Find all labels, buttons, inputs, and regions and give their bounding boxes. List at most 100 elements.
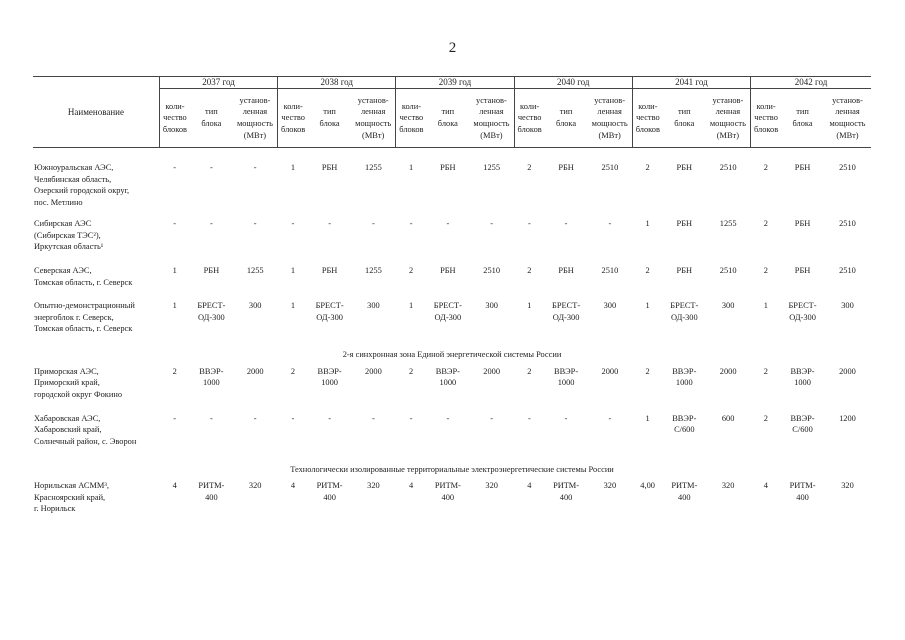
unit-type-cell: БРЕСТ- ОД-300 <box>197 301 226 322</box>
capacity-cell: 600 <box>721 413 735 423</box>
capacity-cell: 2510 <box>719 163 737 172</box>
unit-count-cell: 2 <box>527 163 532 172</box>
capacity-cell: 300 <box>367 301 380 310</box>
unit-count-cell: 1 <box>290 163 295 172</box>
unit-type-cell: ВВЭР- 1000 <box>790 366 815 388</box>
unit-count-cell: 1 <box>172 301 177 310</box>
unit-count-cell: 4 <box>763 481 768 491</box>
unit-type-cell: - <box>328 219 331 228</box>
type-subheader: тип блока <box>781 88 824 148</box>
unit-count-cell: 4 <box>527 481 532 491</box>
capacity-cell: - <box>608 413 612 423</box>
power-subheader: установ-ленная мощность (МВт) <box>587 88 633 148</box>
unit-count-cell: 2 <box>290 366 295 376</box>
unit-type-cell: РИТМ- 400 <box>434 481 461 502</box>
capacity-cell: 2510 <box>601 163 619 172</box>
capacity-cell: 320 <box>248 481 262 491</box>
capacity-cell: 2510 <box>839 266 856 275</box>
unit-count-cell: 2 <box>763 163 768 172</box>
capacity-cell: 2510 <box>719 266 737 275</box>
capacity-cell: 1255 <box>719 219 737 228</box>
capacity-cell: 320 <box>841 481 854 491</box>
capacity-cell: 320 <box>721 481 735 491</box>
capacity-cell: 300 <box>603 301 617 310</box>
unit-count-cell: 2 <box>763 219 768 228</box>
type-subheader: тип блока <box>662 88 706 148</box>
year-header: 2039 год <box>395 76 515 89</box>
unit-count-cell: 2 <box>763 413 768 423</box>
spacer-row <box>33 148 871 163</box>
capacity-cell: 2510 <box>483 266 501 275</box>
capacity-cell: - <box>253 413 257 423</box>
type-subheader: тип блока <box>544 88 588 148</box>
unit-type-cell: РИТМ- 400 <box>198 481 225 502</box>
capacity-cell: 300 <box>248 301 262 310</box>
capacity-cell: 300 <box>841 301 854 310</box>
capacity-cell: 320 <box>485 481 498 491</box>
unit-type-cell: БРЕСТ- ОД-300 <box>433 301 462 322</box>
capacity-cell: 2000 <box>601 366 619 376</box>
unit-count-cell: 2 <box>172 366 177 376</box>
type-subheader: тип блока <box>426 88 470 148</box>
unit-type-cell: РБН <box>676 219 693 228</box>
capacity-cell: - <box>372 219 375 228</box>
power-subheader: установ-ленная мощность (МВт) <box>469 88 515 148</box>
unit-count-cell: 1 <box>645 413 650 423</box>
unit-count-cell: 1 <box>645 219 650 228</box>
capacity-cell: 1255 <box>365 163 382 172</box>
capacity-cell: 2510 <box>839 163 856 172</box>
unit-count-cell: 2 <box>645 266 650 275</box>
capacity-cell: 1255 <box>246 266 264 275</box>
unit-type-cell: РИТМ- 400 <box>671 481 698 502</box>
unit-type-cell: ВВЭР- 1000 <box>553 366 579 388</box>
count-subheader: коли-чество блоков <box>750 88 782 148</box>
unit-type-cell: РБН <box>794 163 811 172</box>
unit-type-cell: РБН <box>794 219 811 228</box>
unit-type-cell: - <box>209 219 213 228</box>
year-header: 2042 год <box>750 76 871 89</box>
unit-count-cell: 2 <box>409 266 414 275</box>
unit-type-cell: РБН <box>440 163 456 172</box>
unit-type-cell: - <box>564 219 568 228</box>
capacity-cell: 2510 <box>839 219 856 228</box>
plant-row: Южноуральская АЭС, Челябинская область, Оз… <box>33 162 871 218</box>
count-subheader: коли-чество блоков <box>395 88 427 148</box>
unit-type-cell: - <box>209 163 213 172</box>
unit-count-cell: 2 <box>763 266 768 275</box>
subheader-row: коли-чество блоков тип блока установ-ленная м… <box>33 88 871 148</box>
unit-type-cell: БРЕСТ- ОД-300 <box>315 301 344 322</box>
type-subheader: тип блока <box>189 88 233 148</box>
unit-type-cell: РИТМ- 400 <box>789 481 816 502</box>
count-subheader: коли-чество блоков <box>631 88 663 148</box>
capacity-cell: 1200 <box>839 413 856 423</box>
section-header-row: 2-я синхронная зона Единой энергетическо… <box>33 345 871 366</box>
plant-name: Южноуральская АЭС, Челябинская область, Оз… <box>34 163 130 207</box>
unit-count-cell: 4 <box>290 481 295 491</box>
year-header-row: Наименование 2037 год 2038 год 2039 год 204… <box>33 76 871 148</box>
unit-type-cell: РБН <box>321 163 338 172</box>
unit-count-cell: 1 <box>409 163 414 172</box>
unit-count-cell: - <box>409 413 413 423</box>
count-subheader: коли-чество блоков <box>277 88 309 148</box>
unit-count-cell: 4,00 <box>640 481 655 491</box>
unit-count-cell: 1 <box>645 301 650 310</box>
capacity-cell: 2000 <box>839 366 856 376</box>
unit-count-cell: - <box>409 219 413 228</box>
unit-type-cell: РИТМ- 400 <box>316 481 343 502</box>
power-subheader: установ-ленная мощность (МВт) <box>823 88 871 148</box>
unit-count-cell: - <box>527 413 531 423</box>
unit-type-cell: РБН <box>440 266 456 275</box>
plant-row: Опытно-демонстрационный энергоблок г. Сев… <box>33 300 871 345</box>
unit-type-cell: РБН <box>558 266 574 275</box>
plant-name: Норильская АСММ³, Красноярский край, г. Но… <box>34 481 109 514</box>
capacity-cell: - <box>253 219 257 228</box>
unit-type-cell: РБН <box>321 266 338 275</box>
unit-type-cell: ВВЭР- 1000 <box>199 366 224 388</box>
unit-count-cell: - <box>291 413 295 423</box>
capacity-cell: - <box>490 219 494 228</box>
power-subheader: установ-ленная мощность (МВт) <box>705 88 751 148</box>
capacity-cell: 320 <box>367 481 380 491</box>
capacity-cell: 2000 <box>483 366 501 376</box>
unit-type-cell: ВВЭР- 1000 <box>317 366 342 388</box>
capacity-cell: 2510 <box>601 266 619 275</box>
